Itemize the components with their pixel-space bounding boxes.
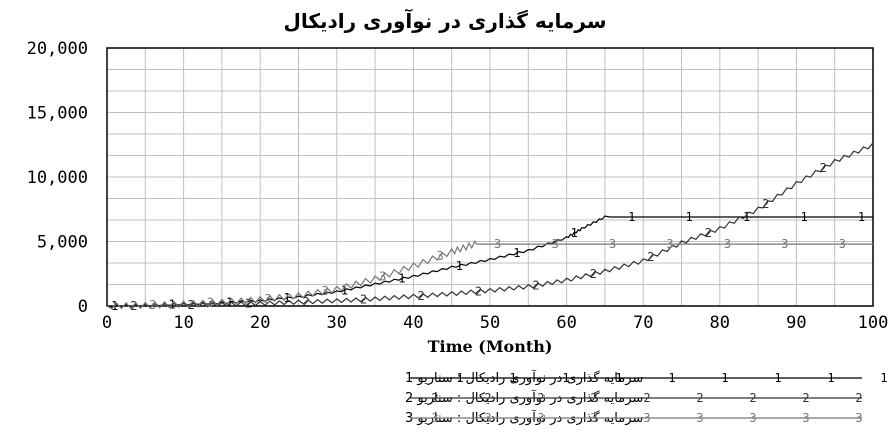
legend-marker: 1 <box>456 371 463 385</box>
legend-marker: 1 <box>562 371 569 385</box>
series-marker: 3 <box>724 237 731 251</box>
legend-marker: 3 <box>855 411 862 425</box>
x-tick-label: 60 <box>556 313 576 333</box>
legend-marker: 3 <box>802 411 809 425</box>
legend-marker: 2 <box>749 391 756 405</box>
series-marker: 1 <box>800 210 807 224</box>
series-line <box>106 239 873 310</box>
x-tick-label: 0 <box>102 313 112 333</box>
legend-marker: 2 <box>802 391 809 405</box>
series-marker: 3 <box>379 269 386 283</box>
series-marker: 1 <box>513 246 520 260</box>
series-marker: 1 <box>743 210 750 224</box>
x-tick-label: 30 <box>327 313 347 333</box>
legend-marker: 3 <box>643 411 650 425</box>
series-marker: 2 <box>188 298 195 312</box>
grid-lines <box>107 48 873 306</box>
series-marker: 3 <box>781 237 788 251</box>
legend-marker: 2 <box>431 391 438 405</box>
y-tick-label: 5,000 <box>37 233 88 253</box>
legend-marker: 1 <box>774 371 781 385</box>
series-marker: 1 <box>398 272 405 286</box>
series-marker: 1 <box>571 226 578 240</box>
series-marker: 3 <box>149 298 156 312</box>
series-marker: 2 <box>705 226 712 240</box>
x-tick-label: 10 <box>173 313 193 333</box>
legend-marker: 2 <box>537 391 544 405</box>
series-marker: 3 <box>609 237 616 251</box>
x-tick-label: 20 <box>250 313 270 333</box>
legend-marker: 1 <box>721 371 728 385</box>
series-marker: 3 <box>494 237 501 251</box>
series-marker: 2 <box>360 292 367 306</box>
series-marker: 2 <box>820 161 827 175</box>
chart-title: سرمایه گذاری در نوآوری رادیکال <box>284 8 607 33</box>
series-marker: 2 <box>590 267 597 281</box>
series-marker: 3 <box>551 237 558 251</box>
legend-marker: 1 <box>668 371 675 385</box>
legend-marker: 2 <box>643 391 650 405</box>
x-tick-label: 80 <box>710 313 730 333</box>
legend-marker: 2 <box>855 391 862 405</box>
series-marker: 3 <box>264 292 271 306</box>
series-marker: 1 <box>858 210 865 224</box>
x-tick-label: 50 <box>480 313 500 333</box>
legend-marker: 2 <box>590 391 597 405</box>
series-marker: 1 <box>283 291 290 305</box>
series-marker: 3 <box>437 249 444 263</box>
series-marker: 2 <box>762 197 769 211</box>
series-marker: 1 <box>628 210 635 224</box>
series-line <box>106 142 874 309</box>
series-marker: 2 <box>417 289 424 303</box>
series-marker: 2 <box>475 284 482 298</box>
x-tick-label: 90 <box>786 313 806 333</box>
legend-marker: 1 <box>880 371 887 385</box>
series-marker: 3 <box>666 237 673 251</box>
legend-marker: 3 <box>749 411 756 425</box>
series-marker: 1 <box>456 259 463 273</box>
series-marker: 1 <box>226 295 233 309</box>
legend-marker: 1 <box>509 371 516 385</box>
legend: سرمایه گذاری در نوآوری رادیکال : سناریو … <box>405 369 888 426</box>
legend-marker: 2 <box>696 391 703 405</box>
tick-labels: 0 10 20 30 40 50 60 70 80 90 100 0 5,000 10,000 15,000… <box>27 39 889 333</box>
series-marker: 3 <box>839 237 846 251</box>
series-marker: 1 <box>686 210 693 224</box>
legend-marker: 3 <box>484 411 491 425</box>
series-marker: 3 <box>322 284 329 298</box>
series-marker: 2 <box>647 250 654 264</box>
x-tick-label: 40 <box>403 313 423 333</box>
legend-marker: 3 <box>696 411 703 425</box>
x-tick-label: 100 <box>858 313 889 333</box>
legend-marker: 1 <box>615 371 622 385</box>
y-tick-label: 15,000 <box>27 104 88 124</box>
y-tick-label: 0 <box>78 297 88 317</box>
legend-marker: 2 <box>484 391 491 405</box>
series-marker: 3 <box>207 296 214 310</box>
x-tick-label: 70 <box>633 313 653 333</box>
legend-marker: 3 <box>537 411 544 425</box>
plot-area <box>106 47 874 307</box>
y-tick-label: 20,000 <box>27 39 88 59</box>
legend-marker: 1 <box>827 371 834 385</box>
legend-marker: 3 <box>431 411 438 425</box>
series-marker: 2 <box>245 297 252 311</box>
y-tick-label: 10,000 <box>27 168 88 188</box>
series-marker: 2 <box>532 278 539 292</box>
series-marker: 2 <box>303 295 310 309</box>
series-marker: 1 <box>341 283 348 297</box>
x-axis-label: Time (Month) <box>428 337 553 356</box>
legend-marker: 3 <box>590 411 597 425</box>
